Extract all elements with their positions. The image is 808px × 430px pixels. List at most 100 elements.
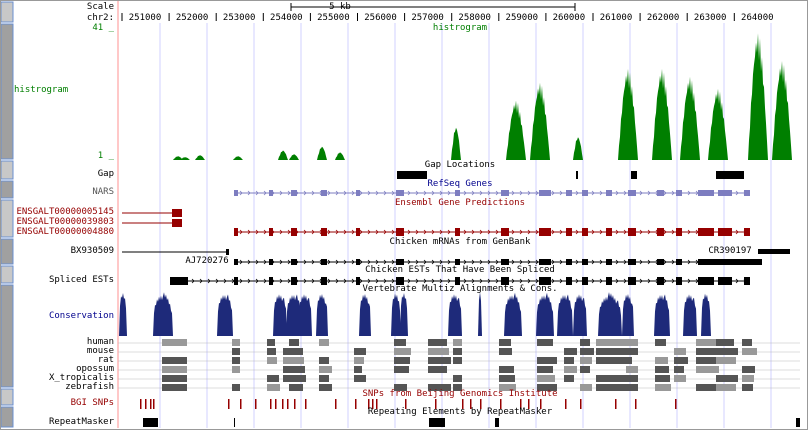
snp-mark[interactable]: [228, 399, 230, 409]
est-exon[interactable]: [657, 277, 664, 285]
conservation-label[interactable]: Conservation: [48, 311, 114, 321]
snp-mark[interactable]: [145, 399, 147, 409]
est-exon[interactable]: [628, 277, 636, 285]
snp-mark[interactable]: [635, 399, 637, 409]
mrna-gene-exon[interactable]: [291, 259, 297, 265]
snp-mark[interactable]: [615, 399, 617, 409]
refseq-gene-exon[interactable]: [676, 190, 682, 196]
ensembl-gene-exon[interactable]: [657, 228, 664, 236]
est-exon[interactable]: [234, 277, 238, 285]
refseq-gene-exon[interactable]: [657, 190, 664, 196]
snp-mark[interactable]: [528, 399, 530, 409]
snp-mark[interactable]: [294, 399, 296, 409]
repeat-block[interactable]: [143, 418, 158, 427]
refseq-gene-exon[interactable]: [234, 190, 238, 196]
species-label[interactable]: mouse: [86, 346, 114, 356]
snp-mark[interactable]: [480, 399, 482, 409]
refseq-gene-exon[interactable]: [606, 190, 612, 196]
refseq-gene-exon[interactable]: [396, 190, 404, 196]
snp-mark[interactable]: [153, 399, 155, 409]
refseq-gene-label[interactable]: NARS: [92, 187, 114, 197]
refseq-gene-exon[interactable]: [566, 190, 572, 196]
snp-mark[interactable]: [500, 399, 502, 409]
snp-mark[interactable]: [368, 399, 370, 409]
mrna-gene-exon[interactable]: [676, 259, 682, 265]
est-exon[interactable]: [321, 277, 327, 285]
refseq-gene-exon[interactable]: [356, 190, 360, 196]
ensembl-gene-exon[interactable]: [566, 228, 572, 236]
snps-label[interactable]: BGI SNPs: [70, 398, 114, 408]
mrna-gene-exon[interactable]: [657, 259, 664, 265]
snp-mark[interactable]: [275, 399, 277, 409]
ensembl-transcript-label[interactable]: ENSGALT00000005145: [16, 207, 114, 217]
snp-mark[interactable]: [255, 399, 257, 409]
gap-block[interactable]: [631, 171, 637, 179]
ests-label[interactable]: Spliced ESTs: [48, 275, 114, 285]
mrna-gene-exon[interactable]: [234, 259, 238, 265]
ensembl-exon[interactable]: [172, 209, 182, 217]
ensembl-gene-exon[interactable]: [269, 228, 273, 236]
est-exon[interactable]: [455, 277, 460, 285]
gap-label[interactable]: Gap: [97, 169, 114, 179]
mrna-label[interactable]: AJ720276: [185, 256, 229, 266]
snp-mark[interactable]: [150, 399, 152, 409]
snp-mark[interactable]: [675, 399, 677, 409]
mrna-exon[interactable]: [758, 249, 790, 254]
ensembl-gene-exon[interactable]: [628, 228, 636, 236]
mrna-label[interactable]: CR390197: [708, 246, 752, 256]
mrna-gene-exon[interactable]: [321, 259, 327, 265]
refseq-gene-exon[interactable]: [455, 190, 460, 196]
track-toggle-button[interactable]: [0, 23, 14, 160]
mrna-gene-exon[interactable]: [455, 259, 460, 265]
ensembl-transcript-label[interactable]: ENSGALT00000039803: [16, 217, 114, 227]
est-exon[interactable]: [501, 277, 509, 285]
mrna-exon[interactable]: [226, 249, 229, 255]
snp-mark[interactable]: [270, 399, 272, 409]
est-exon[interactable]: [744, 277, 750, 285]
est-exon[interactable]: [291, 277, 297, 285]
snp-mark[interactable]: [565, 399, 567, 409]
mrna-gene-exon[interactable]: [606, 259, 612, 265]
species-label[interactable]: zebrafish: [65, 382, 114, 392]
refseq-gene-exon[interactable]: [269, 190, 273, 196]
ensembl-gene-exon[interactable]: [539, 228, 551, 236]
gap-block[interactable]: [397, 171, 427, 179]
ensembl-gene-exon[interactable]: [396, 228, 404, 236]
est-exon[interactable]: [698, 277, 714, 285]
gap-block[interactable]: [716, 171, 744, 179]
mrna-gene-exon[interactable]: [539, 259, 551, 265]
est-exon[interactable]: [539, 277, 551, 285]
mrna-gene-exon[interactable]: [718, 259, 744, 265]
est-exon[interactable]: [269, 277, 273, 285]
est-exon[interactable]: [582, 277, 588, 285]
ensembl-gene-exon[interactable]: [676, 228, 682, 236]
est-exon[interactable]: [396, 277, 404, 285]
refseq-gene-exon[interactable]: [291, 190, 297, 196]
ensembl-gene-exon[interactable]: [718, 228, 732, 236]
ensembl-gene-exon[interactable]: [234, 228, 238, 236]
est-exon[interactable]: [566, 277, 572, 285]
mrna-label[interactable]: BX930509: [70, 246, 114, 256]
refseq-gene-exon[interactable]: [718, 190, 732, 196]
mrna-gene-exon[interactable]: [269, 259, 273, 265]
est-exon[interactable]: [606, 277, 612, 285]
mrna-gene-exon[interactable]: [744, 259, 762, 265]
snp-mark[interactable]: [580, 399, 582, 409]
ensembl-gene-exon[interactable]: [291, 228, 297, 236]
snp-mark[interactable]: [372, 399, 374, 409]
species-label[interactable]: opossum: [76, 364, 114, 374]
mrna-gene-exon[interactable]: [566, 259, 572, 265]
ensembl-gene-exon[interactable]: [582, 228, 588, 236]
refseq-gene-exon[interactable]: [698, 190, 714, 196]
snp-mark[interactable]: [335, 399, 337, 409]
ensembl-exon[interactable]: [172, 219, 182, 227]
mrna-gene-exon[interactable]: [698, 259, 726, 265]
ensembl-gene-exon[interactable]: [356, 228, 360, 236]
snp-mark[interactable]: [240, 399, 242, 409]
snp-mark[interactable]: [462, 399, 464, 409]
mrna-gene-exon[interactable]: [628, 259, 636, 265]
species-label[interactable]: rat: [97, 355, 114, 365]
ensembl-gene-exon[interactable]: [501, 228, 509, 236]
snp-mark[interactable]: [470, 399, 472, 409]
